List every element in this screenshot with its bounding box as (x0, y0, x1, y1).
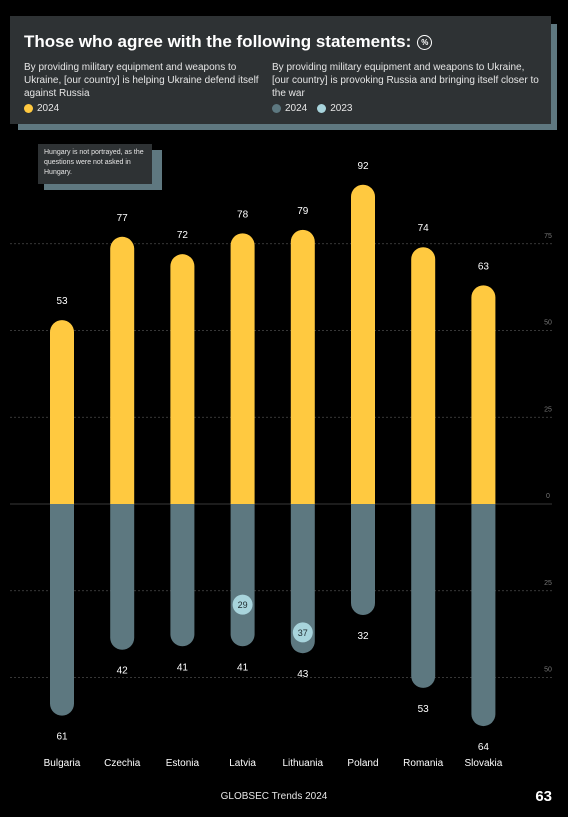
axis-tick-label: 0 (546, 493, 550, 500)
category-label-latvia: Latvia (229, 758, 256, 769)
data-label-provoking: 41 (237, 662, 249, 673)
header-panel: Those who agree with the following state… (10, 16, 551, 124)
category-label-lithuania: Lithuania (283, 758, 324, 769)
axis-tick-label: 50 (544, 667, 552, 674)
data-label-provoking: 61 (56, 732, 68, 743)
bar-helping-2024 (290, 229, 315, 505)
legend-provoking: 2024 2023 (272, 102, 540, 115)
title-row: Those who agree with the following state… (24, 32, 433, 52)
bar-provoking-2024 (50, 504, 74, 716)
legend-label: 2024 (285, 103, 308, 114)
statement-provoking: By providing military equipment and weap… (272, 61, 540, 115)
category-label-poland: Poland (347, 758, 378, 769)
bar-helping-2024 (471, 285, 496, 504)
statement-provoking-text: By providing military equipment and weap… (272, 62, 539, 99)
bar-helping-2024 (170, 254, 195, 504)
legend-item-2024: 2024 (24, 102, 59, 115)
legend-dot-slate (272, 104, 281, 113)
bar-provoking-2024 (170, 504, 195, 647)
data-label-helping: 77 (117, 213, 129, 224)
legend-item-2023: 2023 (317, 102, 353, 115)
bar-helping-2024 (230, 233, 255, 504)
data-label-provoking: 32 (357, 631, 369, 642)
data-label-helping: 74 (418, 223, 430, 234)
data-label-provoking: 53 (418, 704, 430, 715)
axis-tick-label: 50 (544, 320, 552, 327)
category-label-czechia: Czechia (104, 758, 141, 769)
bar-helping-2024 (50, 320, 74, 504)
data-label-2023: 37 (298, 628, 308, 638)
bar-provoking-2024 (110, 504, 135, 650)
statement-helping-text: By providing military equipment and weap… (24, 62, 259, 99)
hungary-note: Hungary is not portrayed, as the questio… (38, 144, 152, 184)
bar-helping-2024 (411, 247, 436, 504)
legend-label: 2024 (37, 103, 60, 114)
category-label-romania: Romania (403, 758, 443, 769)
legend-dot-light-blue (317, 104, 327, 113)
axis-tick-label: 25 (544, 580, 552, 587)
bar-helping-2024 (110, 236, 135, 504)
data-label-helping: 72 (177, 230, 189, 241)
percent-icon: % (417, 34, 433, 50)
footer-source: GLOBSEC Trends 2024 (220, 791, 328, 802)
bar-provoking-2024 (411, 504, 436, 688)
data-label-helping: 63 (478, 261, 490, 272)
axis-tick-label: 25 (544, 406, 552, 413)
data-label-provoking: 42 (117, 666, 129, 677)
chart-title: Those who agree with the following state… (24, 32, 412, 51)
bar-provoking-2024 (351, 504, 375, 616)
data-label-provoking: 43 (297, 669, 309, 680)
data-label-helping: 53 (56, 296, 68, 307)
statement-helping: By providing military equipment and weap… (24, 61, 274, 115)
legend-helping: 2024 (24, 102, 274, 115)
marker-provoking-2023 (292, 622, 313, 643)
category-label-bulgaria: Bulgaria (44, 758, 81, 769)
data-label-helping: 92 (357, 161, 369, 172)
data-label-2023: 29 (238, 600, 248, 610)
bar-provoking-2024 (471, 504, 496, 727)
axis-tick-label: 75 (544, 233, 552, 240)
data-label-helping: 79 (297, 206, 309, 217)
data-label-helping: 78 (237, 209, 249, 220)
category-label-estonia: Estonia (166, 758, 200, 769)
category-label-slovakia: Slovakia (464, 758, 502, 769)
bar-provoking-2024 (290, 504, 315, 654)
marker-provoking-2023 (232, 594, 253, 615)
data-label-provoking: 41 (177, 662, 189, 673)
page-number: 63 (535, 788, 552, 805)
bar-helping-2024 (351, 184, 375, 504)
legend-dot-yellow (24, 104, 33, 113)
data-label-provoking: 64 (478, 742, 490, 753)
bar-provoking-2024 (230, 504, 255, 647)
legend-label: 2023 (330, 103, 353, 114)
legend-item-2024: 2024 (272, 102, 307, 115)
